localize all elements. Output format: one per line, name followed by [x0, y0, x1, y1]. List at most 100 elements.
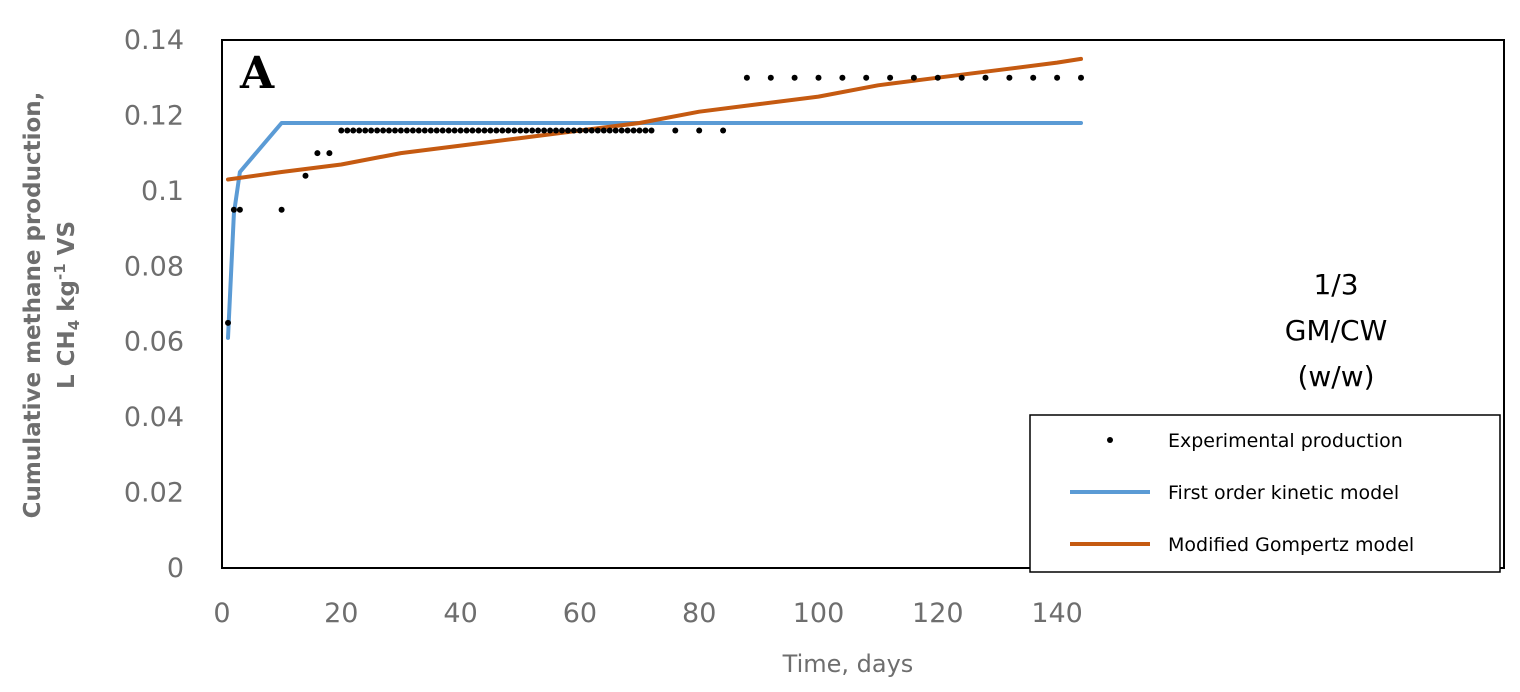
y-tick-label: 0.12: [124, 100, 184, 131]
x-tick-label: 140: [1031, 598, 1083, 629]
data-point-experimental-production: [612, 127, 619, 134]
data-point-experimental-production: [815, 74, 822, 81]
data-point-experimental-production: [523, 127, 530, 134]
data-point-experimental-production: [672, 127, 679, 134]
series-layer: [225, 56, 1084, 340]
data-point-experimental-production: [386, 127, 392, 134]
data-point-experimental-production: [535, 127, 542, 134]
y-axis-title-line-2: L CH4 kg-1 VS: [51, 221, 83, 389]
data-point-experimental-production: [648, 127, 655, 134]
data-point-experimental-production: [314, 150, 321, 157]
data-point-experimental-production: [350, 127, 357, 134]
data-point-experimental-production: [463, 127, 470, 134]
data-point-experimental-production: [553, 127, 559, 134]
data-point-experimental-production: [225, 319, 231, 326]
data-point-experimental-production: [415, 127, 422, 134]
data-point-experimental-production: [1030, 74, 1037, 81]
data-point-experimental-production: [433, 127, 440, 134]
data-point-experimental-production: [559, 127, 565, 134]
data-point-experimental-production: [982, 74, 989, 81]
data-point-experimental-production: [368, 127, 375, 134]
data-point-experimental-production: [642, 127, 649, 134]
data-point-experimental-production: [499, 127, 506, 134]
data-point-experimental-production: [451, 127, 458, 134]
data-point-experimental-production: [469, 127, 476, 134]
y-tick-label: 0.1: [141, 176, 184, 207]
data-point-experimental-production: [791, 74, 798, 81]
data-point-experimental-production: [606, 127, 613, 134]
data-point-experimental-production: [839, 74, 846, 81]
data-point-experimental-production: [409, 127, 416, 134]
data-point-experimental-production: [1054, 74, 1061, 81]
y-tick-label: 0: [167, 553, 184, 584]
annotation-line-2: GM/CW: [1285, 314, 1388, 347]
data-point-experimental-production: [910, 74, 917, 81]
data-point-experimental-production: [356, 127, 363, 134]
data-point-experimental-production: [887, 74, 894, 81]
data-point-experimental-production: [696, 127, 703, 134]
data-point-experimental-production: [392, 127, 398, 134]
data-point-experimental-production: [493, 127, 500, 134]
data-point-experimental-production: [344, 127, 351, 134]
data-point-experimental-production: [743, 74, 750, 81]
x-tick-label: 60: [563, 598, 597, 629]
x-axis-title: Time, days: [782, 650, 914, 678]
data-point-experimental-production: [600, 127, 607, 134]
y-tick-label: 0.08: [124, 251, 184, 282]
data-point-experimental-production: [594, 127, 601, 134]
data-point-experimental-production: [1078, 74, 1084, 81]
x-tick-label: 100: [793, 598, 845, 629]
x-tick-label: 120: [912, 598, 964, 629]
x-tick-label: 0: [213, 598, 230, 629]
legend-label-experimental: Experimental production: [1168, 430, 1403, 452]
data-point-experimental-production: [582, 127, 589, 134]
x-tick-label: 80: [682, 598, 716, 629]
data-point-experimental-production: [278, 206, 285, 213]
data-point-experimental-production: [362, 127, 369, 134]
series-line-modified-gompertz-model: [226, 56, 1083, 182]
legend-label-gompertz: Modified Gompertz model: [1168, 534, 1414, 556]
x-tick-labels: 0 20 40 60 80 100 120 140: [213, 598, 1082, 629]
y-tick-label: 0.02: [124, 478, 184, 509]
x-tick-label: 20: [324, 598, 358, 629]
legend-marker-experimental: [1107, 437, 1113, 443]
data-point-experimental-production: [326, 150, 333, 157]
data-point-experimental-production: [427, 127, 434, 134]
x-tick-label: 40: [443, 598, 477, 629]
y-tick-label: 0.04: [124, 402, 184, 433]
legend: Experimental production First order kine…: [1029, 414, 1501, 573]
data-point-experimental-production: [541, 127, 548, 134]
data-point-experimental-production: [487, 127, 494, 134]
y-axis-title: Cumulative methane production, L CH4 kg-…: [20, 92, 83, 519]
series-line-first-order-kinetic-model: [226, 121, 1083, 340]
data-point-experimental-production: [1006, 74, 1013, 81]
data-point-experimental-production: [576, 127, 583, 134]
y-tick-label: 0.06: [124, 327, 184, 358]
data-point-experimental-production: [517, 127, 524, 134]
data-point-experimental-production: [457, 127, 464, 134]
data-point-experimental-production: [374, 127, 381, 134]
data-point-experimental-production: [565, 127, 571, 134]
annotation-line-3: (w/w): [1297, 360, 1374, 393]
data-point-experimental-production: [421, 127, 428, 134]
panel-label: A: [239, 48, 275, 99]
data-point-experimental-production: [588, 127, 595, 134]
data-point-experimental-production: [236, 206, 243, 213]
data-point-experimental-production: [481, 127, 488, 134]
data-point-experimental-production: [570, 127, 577, 134]
data-point-experimental-production: [630, 127, 637, 134]
data-point-experimental-production: [529, 127, 536, 134]
data-point-experimental-production: [397, 127, 404, 134]
y-axis-title-line-1: Cumulative methane production,: [20, 92, 46, 519]
y-tick-labels: 0 0.02 0.04 0.06 0.08 0.1 0.12 0.14: [124, 25, 184, 584]
data-point-experimental-production: [403, 127, 410, 134]
data-point-experimental-production: [934, 74, 941, 81]
data-point-experimental-production: [624, 127, 631, 134]
data-point-experimental-production: [445, 127, 452, 134]
data-point-experimental-production: [618, 127, 625, 134]
annotation-line-1: 1/3: [1313, 268, 1358, 301]
y-tick-label: 0.14: [124, 25, 184, 56]
data-point-experimental-production: [636, 127, 643, 134]
data-point-experimental-production: [863, 74, 870, 81]
data-point-experimental-production: [302, 172, 309, 179]
